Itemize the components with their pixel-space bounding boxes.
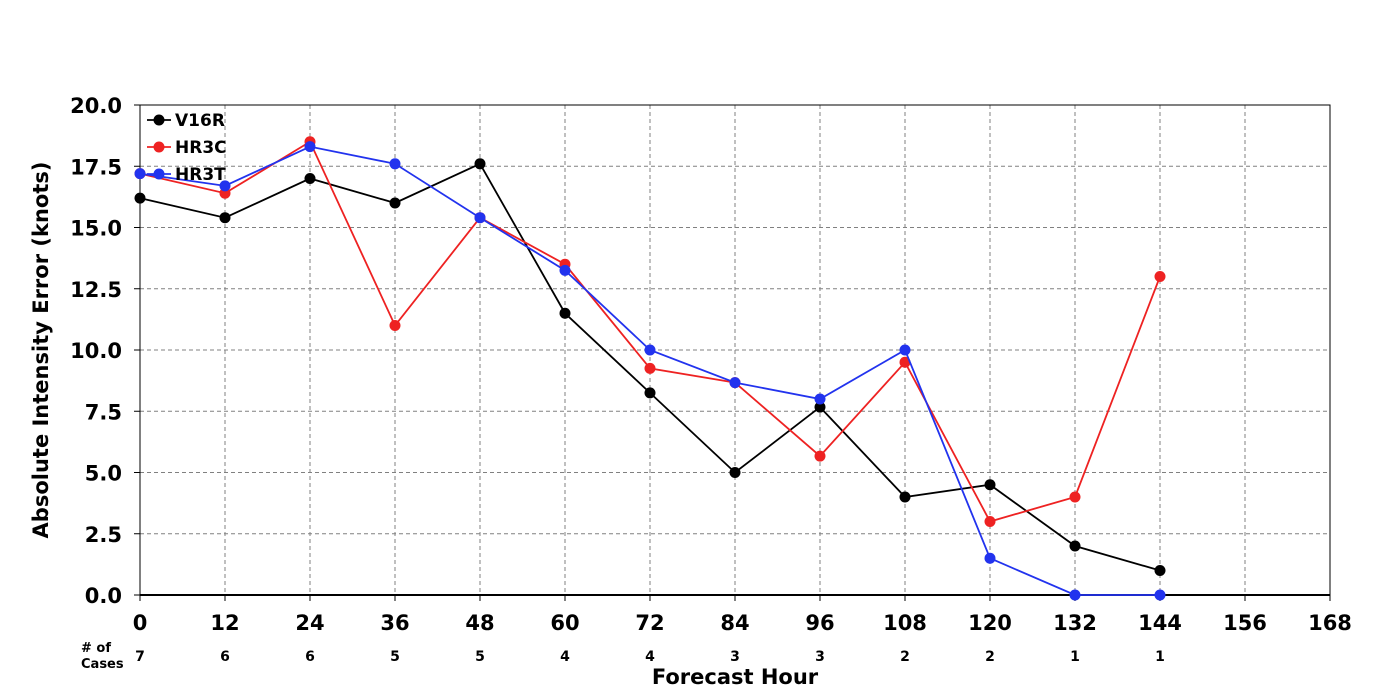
x-tick-label: 72 xyxy=(635,611,664,635)
axes: 0 12 24 36 48 60 72 84 96 108 120 132 144 156 168 0.0 2.… xyxy=(70,94,1352,635)
data-point-hr3t xyxy=(1069,589,1081,601)
data-point-v16r xyxy=(389,197,401,209)
legend-marker-hr3c xyxy=(153,141,165,153)
data-point-v16r xyxy=(134,192,146,204)
data-point-hr3t xyxy=(644,344,656,356)
data-point-v16r xyxy=(899,491,911,503)
y-axis-title: Absolute Intensity Error (knots) xyxy=(29,162,53,539)
case-count-label: 1 xyxy=(1070,649,1080,665)
data-point-v16r xyxy=(1154,565,1166,576)
legend-label-hr3c: HR3C xyxy=(175,138,227,158)
case-count-label: 1 xyxy=(1155,649,1165,665)
data-point-v16r xyxy=(984,479,996,491)
series-lines xyxy=(134,136,1166,601)
x-tick-label: 12 xyxy=(210,611,239,635)
case-count-label: 2 xyxy=(900,649,910,665)
cases-title: # of xyxy=(81,641,111,656)
data-point-hr3t xyxy=(219,180,231,192)
x-tick-label: 168 xyxy=(1308,611,1352,635)
data-point-v16r xyxy=(1069,540,1081,552)
data-point-hr3t xyxy=(1154,589,1166,601)
legend-label-hr3t: HR3T xyxy=(175,165,226,185)
y-tick-label: 15.0 xyxy=(70,217,122,241)
x-tick-label: 108 xyxy=(883,611,927,635)
y-tick-label: 10.0 xyxy=(70,339,122,363)
case-count-label: 7 xyxy=(135,649,145,665)
x-axis-title: Forecast Hour xyxy=(652,665,819,689)
data-point-v16r xyxy=(644,387,656,399)
x-tick-label: 48 xyxy=(465,611,494,635)
case-count-label: 4 xyxy=(645,649,655,665)
x-tick-label: 120 xyxy=(968,611,1012,635)
y-tick-label: 20.0 xyxy=(70,94,122,118)
data-point-hr3t xyxy=(389,158,401,170)
x-tick-label: 132 xyxy=(1053,611,1097,635)
data-point-hr3t xyxy=(814,393,826,405)
y-tick-label: 5.0 xyxy=(85,462,122,486)
data-point-hr3t xyxy=(729,377,741,389)
x-tick-label: 156 xyxy=(1223,611,1267,635)
data-point-hr3t xyxy=(304,141,316,153)
data-point-hr3t xyxy=(474,212,486,224)
case-count-label: 6 xyxy=(305,649,315,665)
data-point-v16r xyxy=(474,158,486,170)
y-tick-label: 2.5 xyxy=(85,523,122,547)
data-point-hr3c xyxy=(814,450,826,462)
y-tick-label: 0.0 xyxy=(85,584,122,608)
case-count-label: 5 xyxy=(475,649,485,665)
data-point-hr3c xyxy=(644,362,656,374)
case-count-label: 4 xyxy=(560,649,570,665)
case-count-label: 6 xyxy=(220,649,230,665)
data-point-v16r xyxy=(559,307,571,319)
legend-marker-v16r xyxy=(153,114,165,126)
case-count-label: 5 xyxy=(390,649,400,665)
data-point-hr3t xyxy=(134,168,146,180)
x-tick-label: 24 xyxy=(295,611,324,635)
case-count-label: 3 xyxy=(730,649,740,665)
legend-marker-hr3t xyxy=(153,168,165,180)
y-tick-label: 12.5 xyxy=(70,278,122,302)
data-point-v16r xyxy=(814,401,826,413)
x-tick-label: 36 xyxy=(380,611,409,635)
x-tick-label: 84 xyxy=(720,611,749,635)
x-tick-label: 96 xyxy=(805,611,834,635)
y-tick-label: 7.5 xyxy=(85,400,122,424)
data-point-hr3c xyxy=(389,320,401,331)
data-point-v16r xyxy=(304,173,316,184)
data-point-hr3c xyxy=(1069,491,1081,503)
data-point-v16r xyxy=(219,212,231,224)
data-point-hr3t xyxy=(984,552,996,564)
grid-lines xyxy=(140,105,1330,595)
case-count-label: 2 xyxy=(985,649,995,665)
case-count-label: 3 xyxy=(815,649,825,665)
x-tick-label: 0 xyxy=(133,611,148,635)
data-point-hr3c xyxy=(899,356,911,368)
data-point-v16r xyxy=(729,467,741,478)
legend-label-v16r: V16R xyxy=(175,111,225,131)
data-point-hr3c xyxy=(984,516,996,527)
x-tick-label: 60 xyxy=(550,611,579,635)
legend: V16R HR3C HR3T xyxy=(147,111,227,185)
data-point-hr3t xyxy=(559,264,571,276)
data-point-hr3c xyxy=(1154,271,1166,282)
x-tick-label: 144 xyxy=(1138,611,1182,635)
y-tick-label: 17.5 xyxy=(70,155,122,179)
cases-title: Cases xyxy=(81,657,124,672)
data-point-hr3t xyxy=(899,344,911,356)
